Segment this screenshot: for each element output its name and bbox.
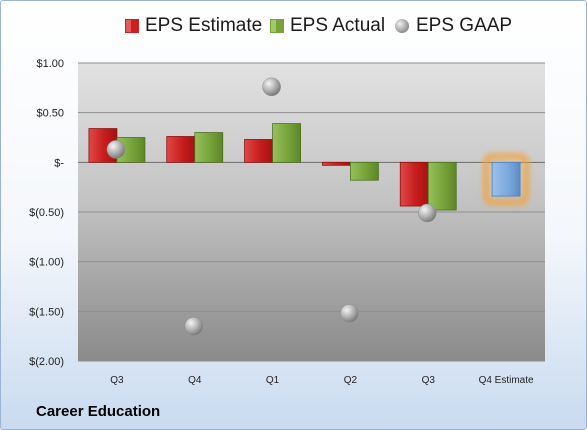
eps-actual-bar bbox=[272, 123, 301, 163]
eps-estimate-bar bbox=[399, 161, 429, 207]
eps-gaap-point bbox=[106, 140, 126, 159]
x-tick-label: Q2 bbox=[344, 375, 358, 386]
eps-actual-bar bbox=[194, 132, 224, 163]
x-tick-label: Q3 bbox=[422, 375, 436, 386]
y-tick-label: $0.50 bbox=[36, 108, 64, 120]
eps-estimate-bar-highlight bbox=[491, 161, 521, 197]
chart-legend: EPS Estimate EPS Actual EPS GAAP bbox=[1, 15, 586, 45]
eps-gaap-point bbox=[340, 304, 359, 323]
green-bar-swatch-icon bbox=[270, 19, 284, 33]
eps-gaap-point bbox=[184, 316, 203, 336]
legend-item-eps-actual: EPS Actual bbox=[270, 15, 385, 37]
x-tick-label: Q3 bbox=[110, 375, 124, 386]
x-tick-label: Q4 bbox=[188, 375, 202, 386]
red-bar-swatch-icon bbox=[125, 19, 139, 33]
x-tick-label: Q4 Estimate bbox=[479, 375, 534, 386]
eps-actual-bar bbox=[350, 161, 379, 181]
eps-chart: $1.00 $0.50 $- $(0.50) $(1.00) $(1.50) $(2.00)… bbox=[29, 58, 545, 386]
y-tick-label: $- bbox=[54, 157, 64, 169]
legend-item-eps-estimate: EPS Estimate bbox=[125, 15, 262, 37]
highlight-glow bbox=[483, 153, 530, 206]
eps-gaap-point bbox=[418, 203, 437, 223]
legend-label-eps-estimate: EPS Estimate bbox=[145, 15, 263, 36]
x-tick-label: Q1 bbox=[266, 375, 280, 386]
legend-label-eps-gaap: EPS GAAP bbox=[416, 15, 513, 36]
eps-estimate-bar bbox=[166, 136, 196, 163]
y-tick-label: $(1.00) bbox=[29, 257, 64, 269]
y-tick-label: $(0.50) bbox=[29, 207, 64, 219]
company-name: Career Education bbox=[36, 403, 161, 420]
legend-label-eps-actual: EPS Actual bbox=[290, 15, 386, 36]
legend-item-eps-gaap: EPS GAAP bbox=[394, 15, 512, 37]
y-tick-label: $(2.00) bbox=[29, 356, 64, 368]
y-tick-label: $(1.50) bbox=[29, 306, 64, 318]
y-tick-label: $1.00 bbox=[36, 58, 64, 70]
eps-gaap-point bbox=[262, 77, 281, 97]
eps-actual-bar bbox=[427, 161, 457, 211]
eps-estimate-bar bbox=[244, 139, 273, 163]
eps-estimate-bar bbox=[322, 161, 351, 166]
gray-sphere-swatch-icon bbox=[395, 19, 409, 33]
